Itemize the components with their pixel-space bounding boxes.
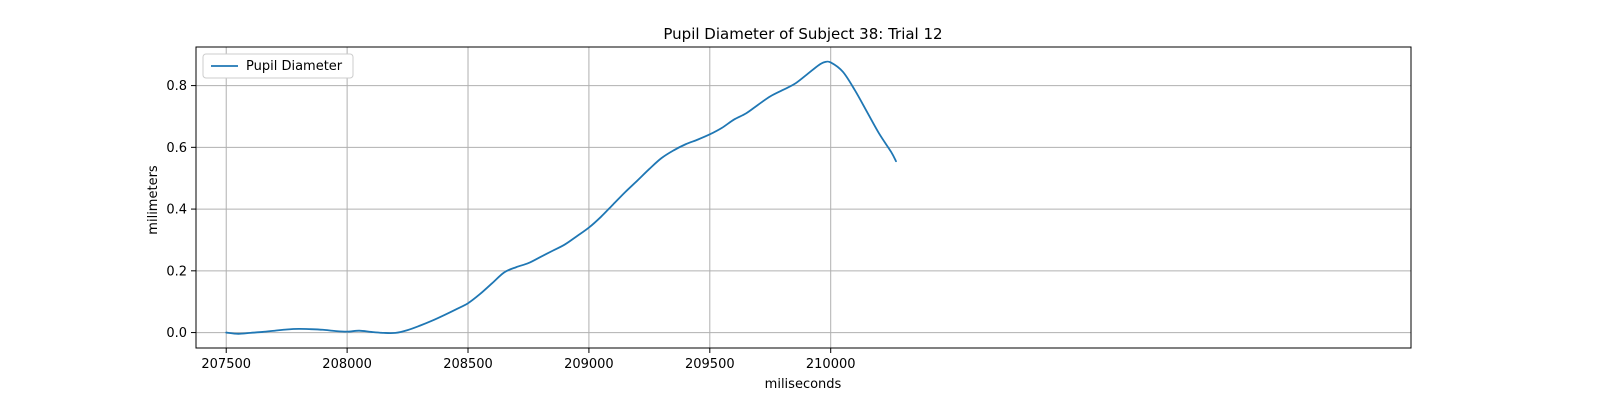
y-axis-label: milimeters bbox=[146, 165, 161, 235]
grid-lines bbox=[196, 47, 1411, 348]
x-tick-label: 209500 bbox=[685, 357, 735, 372]
axis-ticks: 207500 208000 208500 209000 209500 210000 0.0 0… bbox=[166, 79, 855, 372]
series-layer bbox=[225, 60, 897, 335]
y-tick-label: 0.6 bbox=[166, 141, 187, 156]
x-tick-label: 209000 bbox=[564, 357, 614, 372]
y-tick-label: 0.0 bbox=[166, 326, 187, 341]
legend-box bbox=[202, 53, 354, 79]
legend: Pupil Diameter bbox=[202, 53, 354, 79]
x-axis-label: miliseconds bbox=[765, 377, 842, 392]
y-tick-label: 0.2 bbox=[166, 264, 187, 279]
x-tick-label: 207500 bbox=[201, 357, 251, 372]
y-tick-label: 0.8 bbox=[166, 79, 187, 94]
legend-label-pupil-diameter: Pupil Diameter bbox=[246, 59, 343, 74]
plot-frame bbox=[195, 46, 1412, 349]
chart-title: Pupil Diameter of Subject 38: Trial 12 bbox=[663, 25, 942, 43]
y-tick-label: 0.4 bbox=[166, 203, 187, 218]
x-tick-label: 210000 bbox=[806, 357, 856, 372]
x-tick-label: 208500 bbox=[443, 357, 493, 372]
series-line-pupil-diameter bbox=[225, 60, 897, 335]
x-tick-label: 208000 bbox=[322, 357, 372, 372]
